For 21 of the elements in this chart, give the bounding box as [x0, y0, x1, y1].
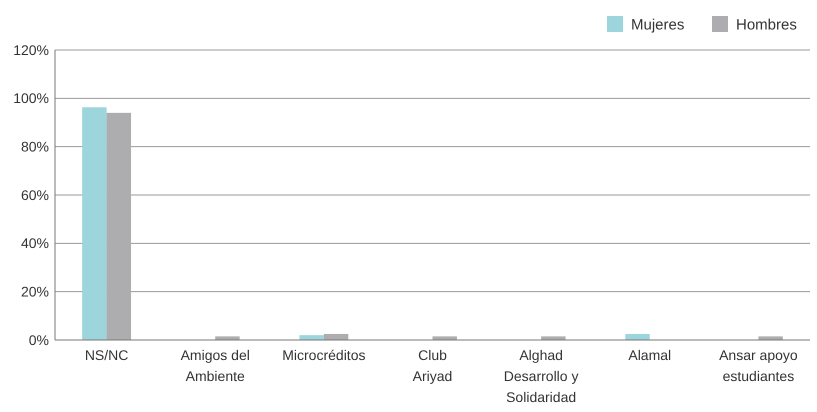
y-tick-label: 100%: [13, 90, 49, 106]
legend-label: Hombres: [736, 16, 797, 34]
x-tick-label: Microcréditos: [282, 347, 366, 363]
bar: [106, 112, 132, 340]
x-tick-label: NS/NC: [84, 347, 128, 363]
bar: [299, 335, 324, 340]
y-tick-label: 120%: [13, 42, 49, 58]
y-tick-label: 80%: [20, 138, 49, 155]
legend-label: Mujeres: [631, 16, 684, 34]
bar: [82, 107, 107, 340]
x-tick-label: Alghad Desarrollo y Solidaridad: [504, 347, 578, 405]
y-tick-label: 0%: [28, 332, 49, 348]
x-tick-label: Alamal: [628, 347, 672, 363]
y-tick-label: 40%: [20, 235, 49, 252]
bar: [324, 334, 348, 340]
x-tick-label: Club Ariyad: [412, 347, 452, 384]
x-tick-label: Ansar apoyo estudiantes: [719, 347, 798, 384]
bar: [625, 334, 650, 340]
y-tick-label: 60%: [20, 186, 49, 203]
x-tick-label: Amigos del Ambiente: [180, 347, 250, 384]
y-tick-label: 20%: [20, 284, 49, 300]
